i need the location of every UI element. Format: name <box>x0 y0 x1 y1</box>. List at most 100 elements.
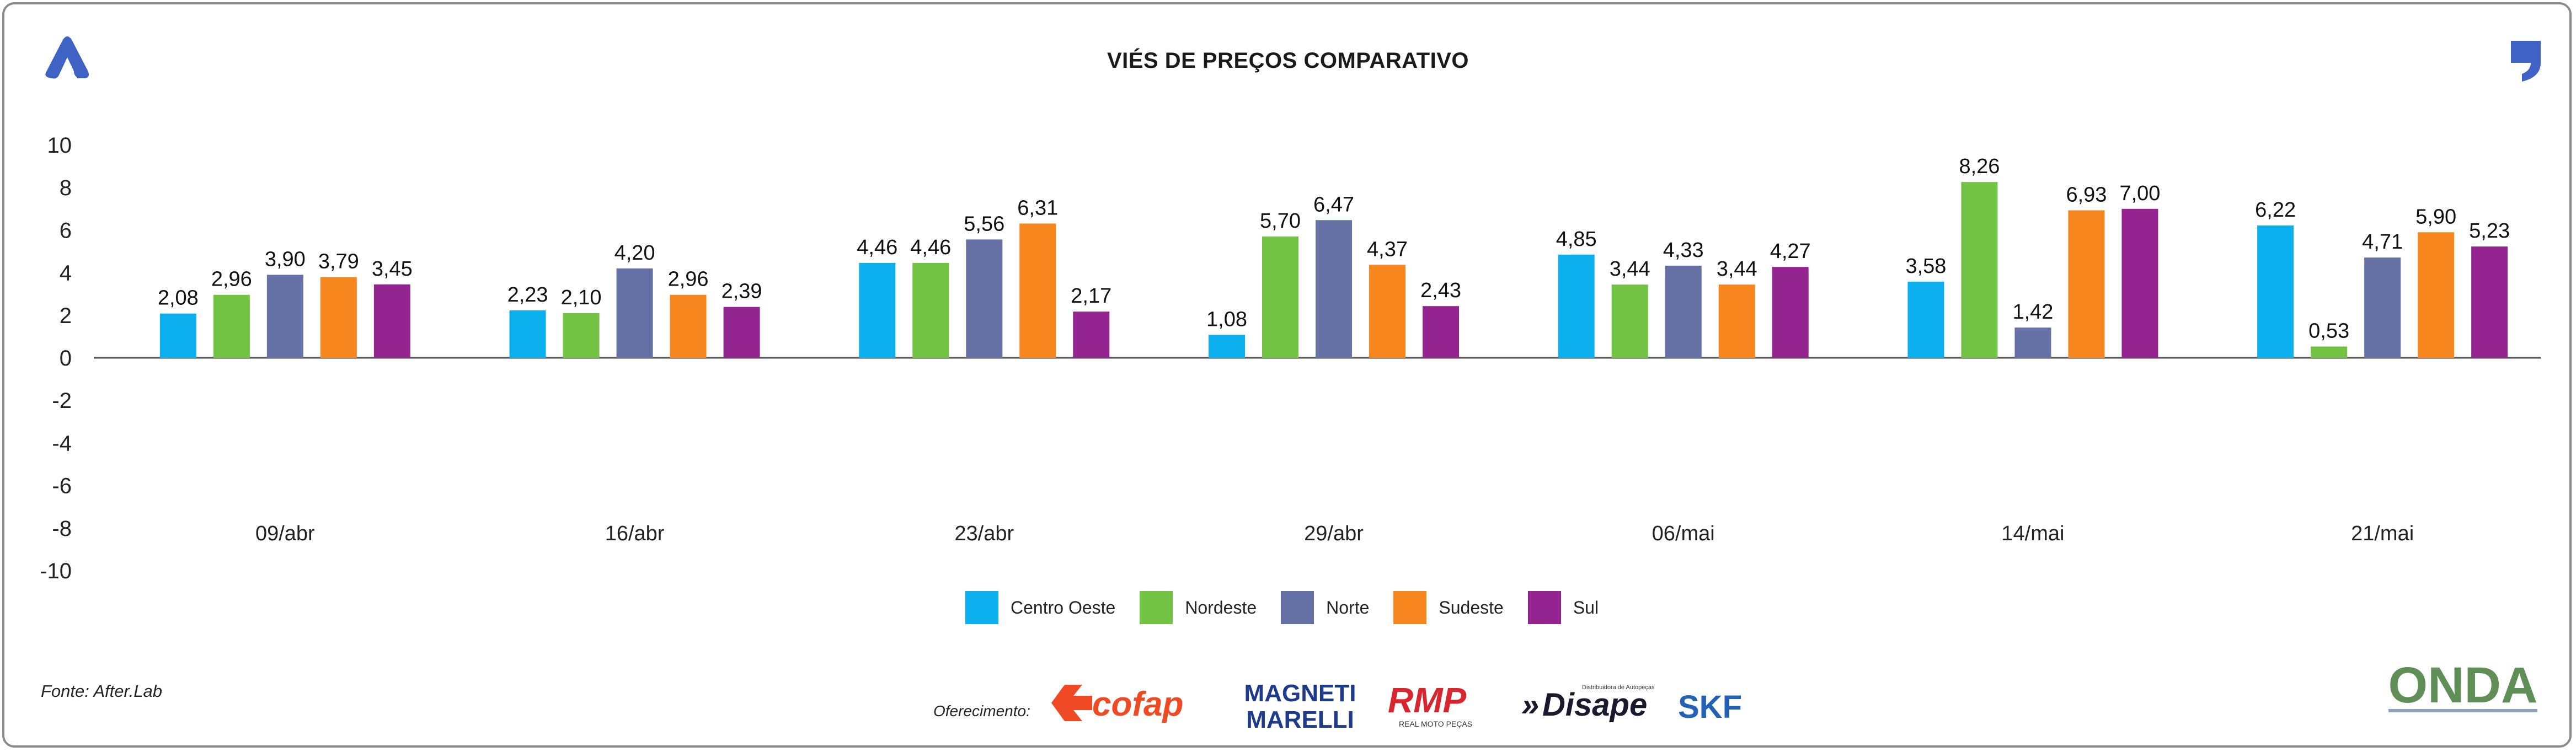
data-label: 3,79 <box>318 250 359 273</box>
marelli-text: MARELLI <box>1246 706 1354 733</box>
bar-sudeste <box>2068 210 2105 358</box>
quote-icon <box>2511 41 2541 82</box>
bar-sudeste <box>2418 232 2455 358</box>
rmp-subtext: REAL MOTO PEÇAS <box>1399 719 1472 728</box>
y-axis-ticks: 10 8 6 4 2 0 -2 -4 -6 -8 -10 <box>40 133 72 583</box>
y-tick-label: -2 <box>52 389 72 413</box>
legend-label: Sudeste <box>1439 597 1504 617</box>
bar-norte <box>2014 327 2051 358</box>
y-tick-label: 2 <box>60 304 72 328</box>
bar-centro-oeste <box>1209 335 1245 358</box>
legend-swatch <box>1527 591 1561 624</box>
data-label: 6,31 <box>1017 196 1058 219</box>
bar-nordeste <box>1611 284 1648 358</box>
data-labels: 2,08 2,96 3,90 3,79 3,45 2,23 2,10 4,20 2,96 2,39… <box>158 155 2510 342</box>
y-tick-label: 8 <box>60 176 72 200</box>
onda-text: ONDA <box>2388 659 2538 713</box>
data-label: 4,71 <box>2362 230 2403 254</box>
legend: Centro Oeste Nordeste Norte Sudeste Sul <box>965 591 1623 624</box>
data-label: 5,70 <box>1260 210 1301 233</box>
data-label: 4,27 <box>1770 240 1811 263</box>
data-label: 4,46 <box>857 236 897 259</box>
legend-item: Sudeste <box>1393 591 1504 624</box>
bar-norte <box>616 268 653 358</box>
data-label: 8,26 <box>1959 155 2000 178</box>
bar-sul <box>373 284 410 358</box>
x-tick-label: 16/abr <box>605 522 665 545</box>
x-tick-label: 23/abr <box>954 522 1014 545</box>
skf-text: SKF <box>1678 689 1742 722</box>
data-label: 3,58 <box>1905 255 1946 278</box>
bar-sul <box>723 307 760 358</box>
bar-centro-oeste <box>509 310 546 358</box>
y-tick-label: -4 <box>52 431 72 455</box>
data-label: 2,39 <box>722 280 762 303</box>
y-tick-label: -6 <box>52 474 72 498</box>
bar-norte <box>1316 220 1352 358</box>
bar-sudeste <box>1718 284 1755 358</box>
data-label: 3,44 <box>1610 257 1650 281</box>
data-label: 2,96 <box>211 268 252 291</box>
chart-title: VIÉS DE PREÇOS COMPARATIVO <box>1107 49 1469 73</box>
legend-item: Centro Oeste <box>965 591 1115 624</box>
rmp-text: RMP <box>1388 680 1467 720</box>
disape-logo: » Disape Distribuidora de Autopeças <box>1521 684 1655 723</box>
data-label: 6,93 <box>2066 184 2107 207</box>
data-label: 4,37 <box>1367 238 1408 261</box>
legend-item: Sul <box>1527 591 1599 624</box>
data-label: 5,23 <box>2469 219 2510 243</box>
bar-sudeste <box>670 294 707 358</box>
bar-nordeste <box>912 262 949 358</box>
bar-sudeste <box>320 277 357 358</box>
y-tick-label: 10 <box>47 133 72 158</box>
skf-logo: SKF <box>1678 689 1742 722</box>
data-label: 3,44 <box>1717 257 1757 281</box>
data-label: 3,90 <box>265 248 306 271</box>
data-label: 1,42 <box>2012 300 2053 324</box>
data-label: 6,47 <box>1313 193 1354 216</box>
bar-nordeste <box>1961 182 1998 358</box>
legend-item: Nordeste <box>1140 591 1257 624</box>
data-label: 3,45 <box>372 257 413 281</box>
y-tick-label: 6 <box>60 218 72 243</box>
data-label: 7,00 <box>2119 182 2160 205</box>
data-label: 5,90 <box>2415 205 2456 228</box>
bar-sul <box>1423 306 1459 358</box>
legend-item: Norte <box>1281 591 1369 624</box>
data-label: 2,17 <box>1071 284 1111 308</box>
legend-swatch <box>1393 591 1427 624</box>
bar-centro-oeste <box>2257 225 2294 358</box>
bar-sul <box>2121 208 2158 358</box>
x-tick-label: 29/abr <box>1304 522 1364 545</box>
rmp-logo: RMP REAL MOTO PEÇAS <box>1388 680 1472 728</box>
bar-norte <box>966 239 1003 358</box>
bar-sudeste <box>1019 223 1056 358</box>
data-label: 2,43 <box>1420 279 1461 302</box>
data-label: 1,08 <box>1206 308 1247 331</box>
x-tick-label: 06/mai <box>1652 522 1715 545</box>
bar-nordeste <box>563 313 600 358</box>
data-label: 4,46 <box>910 236 951 259</box>
y-tick-label: 0 <box>60 346 72 370</box>
data-label: 2,08 <box>158 287 199 310</box>
bar-nordeste <box>213 294 250 358</box>
x-tick-label: 14/mai <box>2001 522 2064 545</box>
data-label: 2,96 <box>668 268 709 291</box>
bar-sudeste <box>1369 265 1405 358</box>
legend-label: Norte <box>1326 597 1370 617</box>
bar-sul <box>2471 246 2508 358</box>
onda-logo: ONDA <box>2388 659 2538 713</box>
bar-nordeste <box>2311 346 2348 358</box>
cofap-text: cofap <box>1092 685 1183 723</box>
cofap-logo: cofap <box>1051 685 1183 723</box>
bar-series <box>159 182 2508 358</box>
disape-subtext: Distribuidora de Autopeças <box>1582 684 1655 691</box>
legend-label: Centro Oeste <box>1011 597 1116 617</box>
magneti-marelli-logo: MAGNETI MARELLI <box>1244 680 1356 733</box>
bar-norte <box>2364 257 2401 358</box>
bar-sul <box>1772 267 1809 358</box>
bar-centro-oeste <box>1907 281 1944 358</box>
legend-swatch <box>965 591 998 624</box>
legend-label: Sul <box>1573 597 1599 617</box>
